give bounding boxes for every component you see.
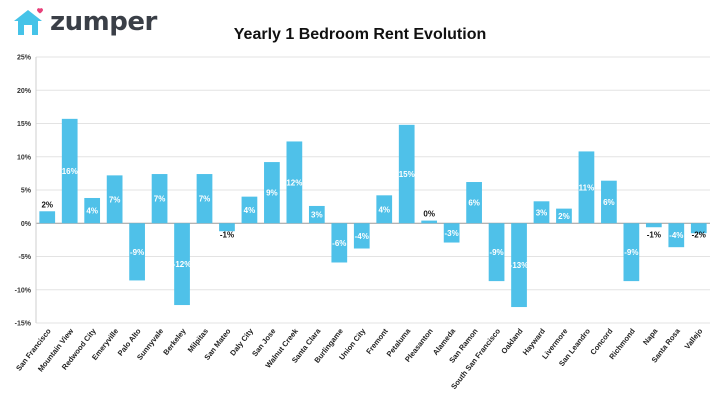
data-label: 6% — [468, 199, 480, 208]
bar — [308, 205, 325, 224]
x-tick-label: Napa — [641, 326, 660, 347]
data-label: -1% — [220, 230, 234, 239]
data-label: 2% — [41, 200, 53, 209]
data-label: 0% — [423, 210, 435, 219]
bar — [421, 220, 438, 224]
data-label: 7% — [154, 195, 166, 204]
data-label: 3% — [311, 211, 323, 220]
data-label: 7% — [199, 195, 211, 204]
data-label: -3% — [445, 229, 459, 238]
bar — [556, 208, 572, 224]
house-heart-icon — [14, 8, 43, 35]
data-label: -9% — [130, 248, 144, 257]
bar — [84, 197, 101, 224]
y-tick-label: 20% — [17, 88, 32, 95]
data-label: -4% — [355, 232, 369, 241]
data-label: -9% — [624, 248, 638, 257]
zumper-logo: zumper — [10, 6, 157, 38]
data-label: 15% — [399, 170, 415, 179]
data-label: 7% — [109, 195, 121, 204]
bar — [690, 223, 707, 234]
data-label: -13% — [510, 261, 529, 270]
bar — [196, 174, 213, 224]
bar — [578, 151, 595, 224]
bar — [129, 223, 145, 281]
bar — [241, 196, 258, 224]
bar — [443, 223, 460, 243]
y-tick-label: -10% — [15, 287, 32, 294]
bar — [645, 223, 662, 228]
brand-name: zumper — [50, 7, 157, 37]
y-tick-label: 25% — [17, 55, 32, 62]
bar — [511, 223, 527, 308]
data-label: 4% — [86, 207, 98, 216]
data-label: 6% — [603, 198, 615, 207]
y-tick-label: 5% — [21, 188, 32, 195]
y-tick-label: 15% — [17, 121, 32, 128]
data-label: 9% — [266, 189, 278, 198]
bar — [398, 124, 415, 224]
bar — [264, 162, 280, 224]
y-tick-label: -15% — [15, 321, 32, 328]
bar — [174, 223, 190, 306]
grid-layer — [36, 56, 710, 324]
data-label: -9% — [489, 248, 503, 257]
bar — [39, 211, 56, 224]
bar — [61, 118, 78, 224]
bar — [466, 182, 482, 224]
y-tick-label: 0% — [21, 221, 32, 228]
label-layer: 2% 16% 4% 7% -9% 7% -12% 7% -1% 4% 9% 12% 3% -6% -4% 4%… — [41, 167, 705, 270]
bar — [623, 223, 640, 282]
y-tick-label: 10% — [17, 154, 32, 161]
bar — [353, 223, 370, 249]
bar — [601, 180, 617, 224]
chart-title: Yearly 1 Bedroom Rent Evolution — [233, 26, 487, 43]
data-label: -1% — [647, 230, 661, 239]
data-label: 12% — [286, 178, 302, 187]
bar — [219, 223, 235, 232]
data-label: -12% — [173, 260, 192, 269]
bar — [488, 223, 505, 282]
data-label: 2% — [558, 212, 570, 221]
bar — [533, 201, 550, 224]
bar-layer — [39, 118, 707, 308]
data-label: -6% — [332, 239, 346, 248]
data-label: 3% — [536, 208, 548, 217]
bar — [331, 223, 348, 263]
data-label: 4% — [378, 205, 390, 214]
bar — [376, 195, 393, 224]
y-tick-label: -5% — [19, 254, 32, 261]
bar — [668, 223, 685, 248]
data-label: 16% — [62, 167, 78, 176]
x-tick-label: Berkeley — [161, 326, 188, 357]
data-label: 4% — [244, 206, 256, 215]
x-tick-label: Vallejo — [683, 326, 705, 351]
data-label: 11% — [579, 183, 595, 192]
data-label: -2% — [692, 230, 706, 239]
bar — [151, 174, 168, 224]
bar — [286, 141, 303, 224]
data-label: -4% — [669, 231, 683, 240]
bar — [106, 175, 123, 224]
